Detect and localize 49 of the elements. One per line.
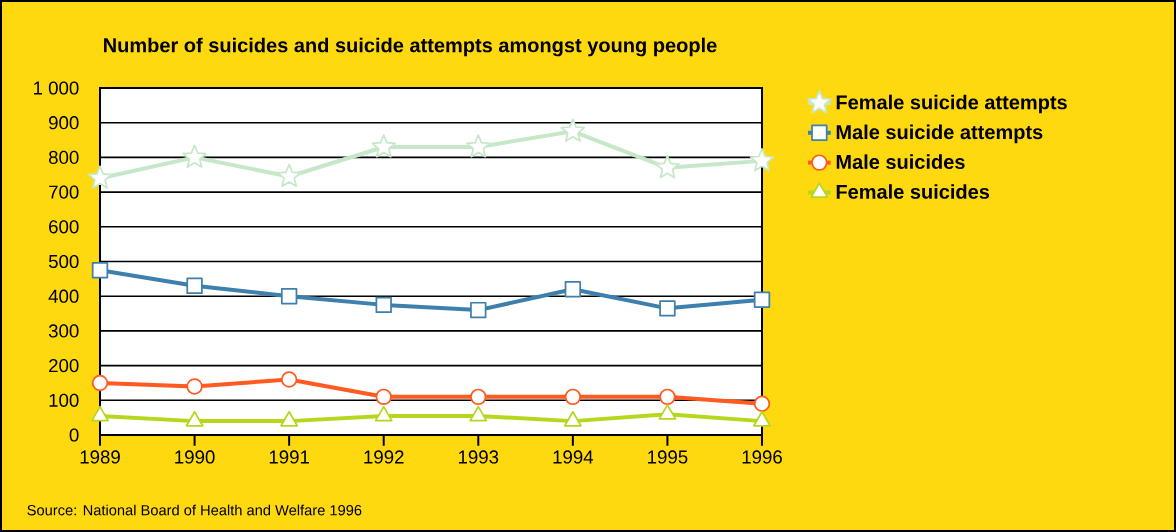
- point: [91, 261, 109, 279]
- chart-title: Number of suicides and suicide attempts amongst young people: [104, 37, 717, 57]
- point: [280, 288, 298, 305]
- y-tick-label: 300: [48, 324, 79, 338]
- point: [186, 277, 203, 294]
- point: [182, 144, 207, 168]
- y-tick-label: 700: [49, 185, 79, 199]
- x-tick-label: 1990: [175, 450, 215, 464]
- point: [655, 154, 680, 179]
- point: [375, 296, 392, 314]
- x-tick-label: 1991: [269, 450, 309, 464]
- y-tick-label: 400: [48, 289, 79, 303]
- x-tick-label: 1996: [742, 450, 782, 464]
- point: [753, 395, 771, 412]
- point: [375, 388, 392, 406]
- x-tick-label: 1995: [648, 450, 688, 464]
- y-tick-label: 1 000: [34, 81, 79, 95]
- point: [87, 165, 113, 189]
- point: [753, 291, 771, 308]
- y-tick-label: 900: [49, 116, 79, 130]
- legend-label: Male suicides: [836, 154, 965, 170]
- point: [91, 374, 109, 392]
- legend-label: Male suicide attempts: [836, 124, 1043, 144]
- point: [371, 134, 396, 158]
- point: [560, 118, 586, 142]
- point: [749, 148, 775, 172]
- x-tick-label: 1992: [364, 450, 404, 464]
- y-tick-label: 200: [49, 358, 79, 373]
- y-tick-label: 100: [49, 393, 79, 407]
- point: [280, 371, 298, 388]
- x-tick-label: 1994: [553, 450, 594, 464]
- point: [659, 388, 676, 406]
- point: [659, 300, 676, 317]
- point: [276, 163, 302, 188]
- source-note: Source: National Board of Health and Welfare 1996: [27, 504, 362, 516]
- point: [466, 134, 491, 158]
- y-tick-label: 600: [49, 220, 79, 234]
- point: [564, 388, 582, 406]
- x-tick-label: 1993: [458, 450, 499, 464]
- y-tick-label: 500: [48, 254, 79, 269]
- x-tick-label: 1989: [80, 450, 120, 464]
- legend-label: Female suicide attempts: [836, 94, 1067, 114]
- point: [564, 281, 582, 298]
- y-tick-label: 0: [69, 428, 79, 442]
- y-tick-label: 800: [48, 150, 79, 165]
- point: [470, 301, 487, 319]
- legend-label: Female suicides: [836, 184, 990, 199]
- point: [186, 378, 203, 395]
- point: [470, 388, 487, 406]
